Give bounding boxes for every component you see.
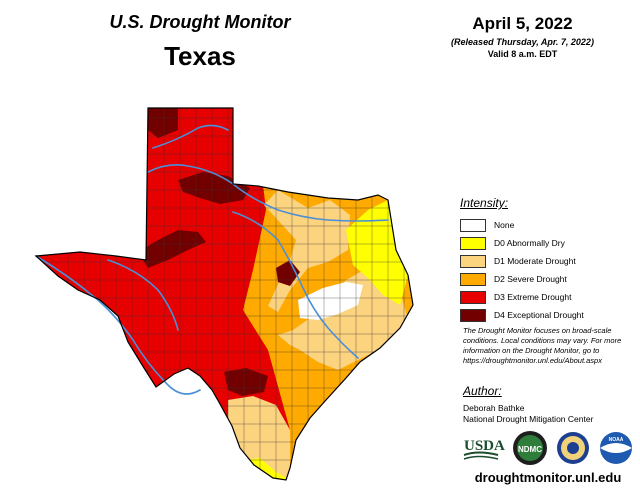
usda-logo: USDA <box>463 438 505 460</box>
agency-logos: USDA NDMC NOAA <box>463 431 632 465</box>
legend-swatch <box>460 308 486 322</box>
legend-label: None <box>494 220 515 230</box>
state-outline <box>34 107 414 481</box>
legend-swatch <box>460 254 486 268</box>
map-date: April 5, 2022 <box>472 14 573 33</box>
ndmc-logo: NDMC <box>513 431 547 465</box>
ndmc-logo-text: NDMC <box>518 445 542 454</box>
author-heading: Author: <box>463 384 502 398</box>
legend-swatch <box>460 272 486 286</box>
region-title: Texas <box>164 41 236 71</box>
legend: Intensity: None D0 Abnormally Dry D1 Moder… <box>460 196 638 324</box>
release-date: (Released Thursday, Apr. 7, 2022) <box>451 37 594 47</box>
legend-swatch <box>460 236 486 250</box>
info-note: The Drought Monitor focuses on broad-sca… <box>463 326 622 365</box>
commerce-logo <box>557 432 589 464</box>
rio-grande <box>35 255 201 395</box>
pecos-river <box>107 259 179 331</box>
legend-row: D0 Abnormally Dry <box>460 234 638 252</box>
legend-row: D2 Severe Drought <box>460 270 638 288</box>
legend-label: D2 Severe Drought <box>494 274 567 284</box>
legend-swatch <box>460 290 486 304</box>
noaa-logo-text: NOAA <box>609 437 624 443</box>
legend-rows: None D0 Abnormally Dry D1 Moderate Drought… <box>460 216 638 324</box>
website-link[interactable]: droughtmonitor.unl.edu <box>474 470 622 485</box>
noaa-logo: NOAA <box>600 432 632 464</box>
red-river <box>147 164 389 222</box>
legend-label: D0 Abnormally Dry <box>494 238 565 248</box>
legend-row: D4 Exceptional Drought <box>460 306 638 324</box>
texas-drought-map <box>34 107 414 481</box>
valid-time: Valid 8 a.m. EDT <box>487 49 558 59</box>
legend-title: Intensity: <box>460 196 509 210</box>
legend-swatch <box>460 218 486 232</box>
usda-logo-text: USDA <box>464 438 505 454</box>
d1-moderate-area-south <box>228 396 290 480</box>
d4-area-central <box>276 260 300 286</box>
legend-label: D3 Extreme Drought <box>494 292 572 302</box>
legend-row: None <box>460 216 638 234</box>
date-block: April 5, 2022 (Released Thursday, Apr. 7… <box>415 14 630 59</box>
canadian-river <box>152 124 229 149</box>
author-name: Deborah Bathke <box>463 403 525 413</box>
author-org: National Drought Mitigation Center <box>463 414 594 424</box>
rivers <box>35 124 389 395</box>
d4-area-panhandle-north <box>148 108 178 138</box>
d4-area-south <box>224 368 268 396</box>
legend-label: D4 Exceptional Drought <box>494 310 584 320</box>
legend-label: D1 Moderate Drought <box>494 256 576 266</box>
legend-row: D3 Extreme Drought <box>460 288 638 306</box>
monitor-subtitle: U.S. Drought Monitor <box>109 12 291 32</box>
map-header: U.S. Drought Monitor Texas <box>80 12 320 72</box>
legend-row: D1 Moderate Drought <box>460 252 638 270</box>
d4-area-west-central <box>138 230 206 268</box>
brazos-river <box>232 211 359 359</box>
d0-dry-area-south <box>243 458 290 480</box>
d1-moderate-area-east <box>278 270 408 370</box>
